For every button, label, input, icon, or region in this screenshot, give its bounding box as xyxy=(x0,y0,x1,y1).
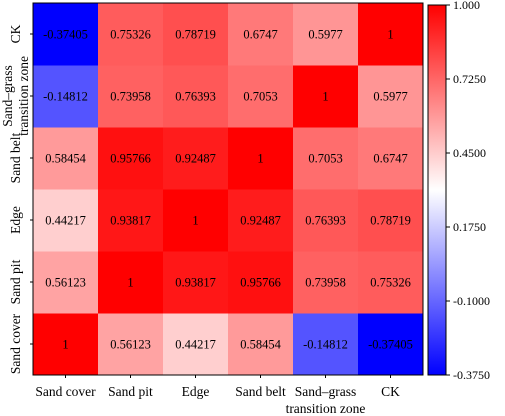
heatmap-cell xyxy=(293,189,359,252)
x-tick-label: Sand–grass transition zone xyxy=(286,384,366,416)
heatmap-cell xyxy=(358,189,424,252)
plot-border xyxy=(32,2,424,376)
cell-value-label: 0.5977 xyxy=(308,28,342,42)
cell-value-label: 0.75326 xyxy=(110,28,151,42)
colorbar-tick-label: 0.4500 xyxy=(453,146,486,160)
heatmap-cell xyxy=(33,3,99,66)
heatmap-cell xyxy=(98,3,164,66)
heatmap-cell xyxy=(163,127,229,190)
colorbar-tick-label: 0.7250 xyxy=(453,72,486,86)
cell-value-label: 0.44217 xyxy=(45,214,86,228)
heatmap-cell xyxy=(293,313,359,376)
cell-value-label: 1 xyxy=(192,214,198,228)
cell-value-label: 0.78719 xyxy=(370,214,411,228)
colorbar-tick-label: -0.1000 xyxy=(453,294,490,308)
cell-value-label: 0.73958 xyxy=(110,90,151,104)
y-tick-label: Sand pit xyxy=(8,259,23,304)
cell-value-label: 0.58454 xyxy=(240,338,281,352)
cell-value-label: 1 xyxy=(387,28,393,42)
colorbar-tick-label: 0.1750 xyxy=(453,220,486,234)
heatmap-cell xyxy=(293,65,359,128)
heatmap-cell xyxy=(293,127,359,190)
x-tick-label: Sand pit xyxy=(108,384,153,399)
cell-value-label: 1 xyxy=(127,276,133,290)
heatmap-cell xyxy=(358,313,424,376)
x-tick-labels: Sand cover Sand pit Edge Sand belt Sand–gras… xyxy=(35,375,400,416)
cell-value-label: 0.44217 xyxy=(175,338,216,352)
heatmap-cell xyxy=(228,251,294,314)
heatmap-cell xyxy=(358,65,424,128)
heatmap-cell xyxy=(358,251,424,314)
colorbar-tick-label: -0.3750 xyxy=(453,368,490,382)
heatmap-cell xyxy=(98,65,164,128)
heatmap-cell xyxy=(228,127,294,190)
heatmap-cell xyxy=(293,3,359,66)
heatmap-cell xyxy=(163,65,229,128)
cell-value-label: 0.75326 xyxy=(370,276,411,290)
cell-value-label: 0.73958 xyxy=(305,276,346,290)
heatmap-cell xyxy=(33,251,99,314)
cell-value-label: 1 xyxy=(257,152,263,166)
colorbar-tick-label: 1.000 xyxy=(453,0,480,12)
y-tick-labels: Sand cover Sand pit Edge Sand beltSand–gras… xyxy=(0,24,33,374)
heatmap-cell xyxy=(33,313,99,376)
cell-value-label: 0.93817 xyxy=(110,214,151,228)
cell-value-label: 0.76393 xyxy=(305,214,346,228)
cell-value-label: -0.37405 xyxy=(43,28,88,42)
cell-value-label: 0.78719 xyxy=(175,28,216,42)
y-tick-label: Sand cover xyxy=(8,313,23,374)
heatmap-cell xyxy=(358,3,424,66)
x-tick-label: Sand belt xyxy=(235,384,286,399)
colorbar-ticks: 1.000 0.7250 0.4500 0.1750 -0.1000 -0.3750 xyxy=(446,0,490,382)
y-tick-label: Sand belt xyxy=(8,132,23,183)
heatmap-cell xyxy=(98,251,164,314)
y-tick-label: CK xyxy=(8,24,23,43)
cell-value-label: -0.14812 xyxy=(43,90,88,104)
cell-value-label: 1 xyxy=(322,90,328,104)
cell-value-label: 0.56123 xyxy=(45,276,86,290)
x-tick-label: CK xyxy=(381,384,400,399)
heatmap-cell xyxy=(293,251,359,314)
cell-value-label: 0.6747 xyxy=(373,152,407,166)
heatmap-cell xyxy=(33,127,99,190)
heatmap-cell xyxy=(228,3,294,66)
cell-value-label: 1 xyxy=(62,338,68,352)
heatmap-cell xyxy=(98,189,164,252)
heatmap-cell xyxy=(33,189,99,252)
cell-value-label: -0.37405 xyxy=(368,338,413,352)
x-tick-label: Edge xyxy=(182,384,210,399)
heatmap-cell xyxy=(358,127,424,190)
y-tick-label: Sand–grasstransition zone xyxy=(0,56,31,136)
heatmap-cell xyxy=(163,251,229,314)
heatmap-cell xyxy=(228,313,294,376)
cell-value-label: 0.93817 xyxy=(175,276,216,290)
heatmap-cell xyxy=(163,189,229,252)
y-tick-label: Edge xyxy=(8,206,23,234)
heatmap-cell xyxy=(98,313,164,376)
cell-value-label: 0.5977 xyxy=(373,90,407,104)
cell-value-label: 0.56123 xyxy=(110,338,151,352)
heatmap-cell xyxy=(98,127,164,190)
cell-value-label: 0.6747 xyxy=(243,28,277,42)
heatmap-cells: 1 0.56123 0.44217 0.58454 -0.14812 -0.37405 0.… xyxy=(33,3,424,376)
cell-value-label: 0.95766 xyxy=(110,152,151,166)
heatmap-cell xyxy=(163,3,229,66)
cell-value-label: -0.14812 xyxy=(303,338,348,352)
cell-value-label: 0.92487 xyxy=(175,152,216,166)
cell-value-label: 0.7053 xyxy=(308,152,342,166)
heatmap-cell xyxy=(228,189,294,252)
cell-value-label: 0.92487 xyxy=(240,214,281,228)
cell-value-label: 0.58454 xyxy=(45,152,86,166)
cell-value-label: 0.76393 xyxy=(175,90,216,104)
x-tick-label: Sand cover xyxy=(35,384,96,399)
cell-value-label: 0.95766 xyxy=(240,276,281,290)
heatmap-cell xyxy=(33,65,99,128)
cell-value-label: 0.7053 xyxy=(243,90,277,104)
heatmap-cell xyxy=(163,313,229,376)
heatmap-cell xyxy=(228,65,294,128)
colorbar xyxy=(427,4,447,376)
